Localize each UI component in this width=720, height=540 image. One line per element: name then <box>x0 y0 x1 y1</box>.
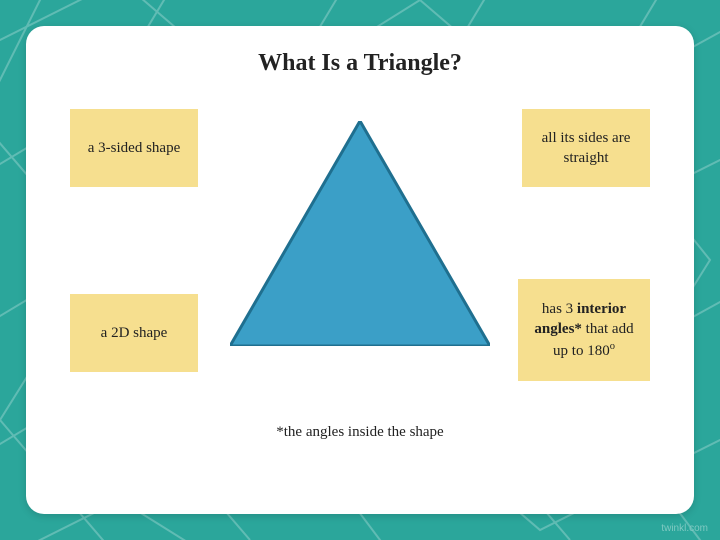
page-title: What Is a Triangle? <box>60 50 660 77</box>
triangle-illustration <box>230 121 490 346</box>
fact-text: has 3 interior angles* that add up to 18… <box>526 299 642 361</box>
fact-straight-sides: all its sides are straight <box>522 109 650 187</box>
content-card: What Is a Triangle? a 3-sided shape all … <box>26 26 694 514</box>
fact-3-sided: a 3-sided shape <box>70 109 198 187</box>
fact-text: a 3-sided shape <box>88 138 180 158</box>
watermark: twinkl.com <box>661 523 708 534</box>
fact-interior-angles: has 3 interior angles* that add up to 18… <box>518 279 650 381</box>
footnote: *the angles inside the shape <box>60 424 660 441</box>
diagram-area: a 3-sided shape all its sides are straig… <box>60 99 660 439</box>
fact-text: a 2D shape <box>101 323 168 343</box>
fact-text: all its sides are straight <box>530 128 642 169</box>
fact-2d-shape: a 2D shape <box>70 294 198 372</box>
triangle-icon <box>230 121 490 346</box>
